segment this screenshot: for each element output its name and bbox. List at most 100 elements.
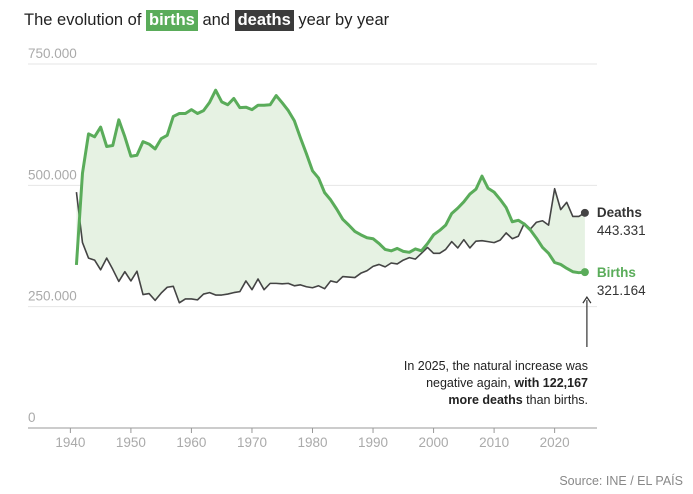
chart-title: The evolution of births and deaths year … (24, 10, 389, 31)
births-point (269, 103, 272, 106)
deaths-point (408, 256, 411, 259)
deaths-point (420, 252, 423, 255)
deaths-point (523, 222, 526, 225)
deaths-point (129, 279, 132, 282)
deaths-point (378, 263, 381, 266)
deaths-point (347, 276, 350, 279)
births-point (541, 246, 544, 249)
births-point (281, 101, 284, 104)
deaths-point (468, 246, 471, 249)
deaths-point (474, 240, 477, 243)
births-point (226, 103, 229, 106)
births-point (105, 145, 108, 148)
births-point (372, 237, 375, 240)
births-point (378, 242, 381, 245)
deaths-point (565, 201, 568, 204)
births-point (299, 136, 302, 139)
births-point (468, 193, 471, 196)
deaths-point (220, 294, 223, 297)
births-point (396, 247, 399, 250)
deaths-point (87, 257, 90, 260)
births-point (275, 94, 278, 97)
title-deaths-highlight: deaths (234, 10, 294, 31)
births-end-value: 321.164 (597, 283, 646, 298)
deaths-point (81, 241, 84, 244)
deaths-point (462, 238, 465, 241)
deaths-point (99, 268, 102, 271)
births-point (335, 208, 338, 211)
deaths-point (517, 235, 520, 238)
births-point (450, 212, 453, 215)
deaths-point (142, 293, 145, 296)
births-point (287, 109, 290, 112)
deaths-point (257, 278, 260, 281)
deaths-point (577, 215, 580, 218)
deaths-point (75, 191, 78, 194)
births-point (323, 191, 326, 194)
deaths-point (444, 248, 447, 251)
births-point (365, 236, 368, 239)
deaths-point (214, 294, 217, 297)
deaths-point (402, 259, 405, 262)
title-middle: and (202, 11, 230, 29)
annotation-line3-plain: than births. (526, 393, 588, 407)
x-tick-label: 1970 (237, 435, 267, 450)
births-point (317, 177, 320, 180)
births-point (293, 119, 296, 122)
births-end-label: Births (597, 265, 636, 280)
births-point (81, 172, 84, 175)
deaths-series-line (75, 187, 586, 304)
deaths-point (432, 252, 435, 255)
deaths-point (281, 282, 284, 285)
births-point (172, 115, 175, 118)
deaths-point (263, 288, 266, 291)
births-point (432, 233, 435, 236)
deaths-point (359, 272, 362, 275)
births-point (250, 108, 253, 111)
deaths-point (559, 208, 562, 211)
births-point (93, 135, 96, 138)
deaths-point (547, 224, 550, 227)
deaths-point (426, 246, 429, 249)
births-point (99, 126, 102, 129)
deaths-point (305, 285, 308, 288)
deaths-point (511, 237, 514, 240)
births-point (493, 191, 496, 194)
births-end-dot (580, 268, 589, 277)
deaths-point (105, 257, 108, 260)
y-tick-label: 750.000 (28, 46, 77, 61)
births-point (535, 237, 538, 240)
births-point (154, 147, 157, 150)
difference-fill-area (76, 90, 585, 303)
deaths-point (160, 292, 163, 295)
annotation-line2-bold: with 122,167 (514, 376, 588, 390)
births-point (408, 251, 411, 254)
births-point (462, 200, 465, 203)
deaths-point (172, 285, 175, 288)
births-point (87, 132, 90, 135)
births-point (129, 155, 132, 158)
births-point (305, 152, 308, 155)
births-point (160, 137, 163, 140)
annotation-arrow (582, 296, 592, 347)
births-point (142, 140, 145, 143)
deaths-point (571, 215, 574, 218)
deaths-end-label: Deaths (597, 205, 642, 220)
deaths-point (166, 286, 169, 289)
arrow-head (582, 296, 592, 304)
births-point (456, 207, 459, 210)
deaths-point (196, 298, 199, 301)
y-tick-label: 250.000 (28, 289, 77, 304)
title-births-highlight: births (146, 10, 198, 31)
deaths-point (396, 262, 399, 265)
x-tick-label: 1990 (358, 435, 388, 450)
x-tick-label: 2010 (479, 435, 509, 450)
deaths-point (232, 291, 235, 294)
annotation-note: In 2025, the natural increase was negati… (360, 358, 588, 409)
births-point (184, 112, 187, 115)
births-point (474, 188, 477, 191)
births-point (547, 252, 550, 255)
deaths-point (390, 261, 393, 264)
deaths-point (111, 268, 114, 271)
deaths-point (311, 286, 314, 289)
